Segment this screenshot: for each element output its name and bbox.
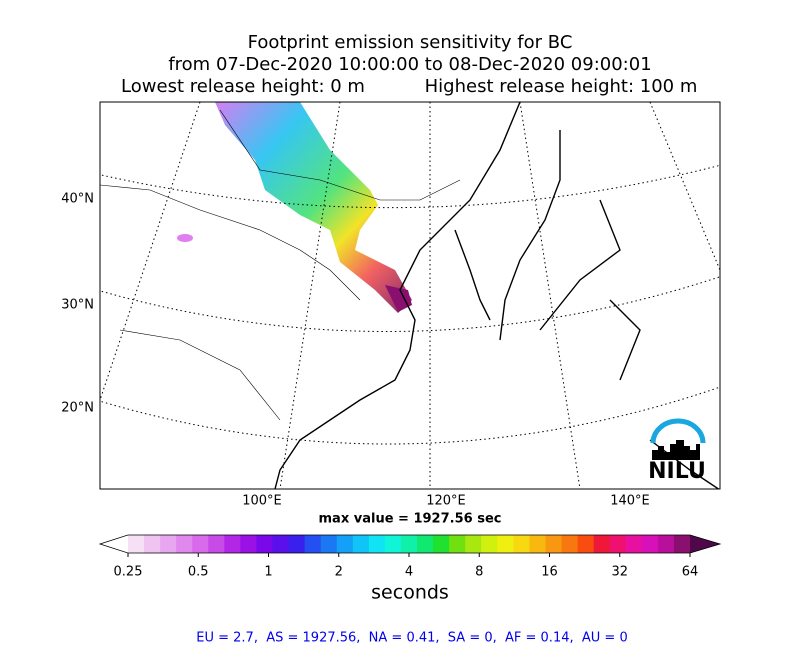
colorbar-swatch [208,535,225,553]
colorbar: 0.25 0.5 1 2 4 8 16 32 64 [98,534,722,580]
colorbar-tick-label: 0.5 [188,565,209,580]
logo-text: NILU [648,459,706,484]
colorbar-swatch [304,535,322,553]
colorbar-tick-label: 16 [541,565,558,580]
colorbar-tick-label: 4 [405,565,413,580]
meridian [100,102,201,401]
colorbar-swatch [417,535,434,553]
colorbar-tick-label: 1 [264,565,272,580]
colorbar-swatch [192,535,209,553]
logo-skyline [652,440,700,460]
map-frame [99,101,721,490]
colorbar-swatch [400,535,418,553]
meridian [519,102,581,489]
colorbar-tick-label: 32 [611,565,628,580]
colorbar-swatch [449,535,466,553]
colorbar-swatch [433,535,450,553]
colorbar-swatch [641,535,659,553]
parallel [100,164,720,209]
colorbar-swatch [577,535,595,553]
colorbar-tick-label: 8 [475,565,483,580]
footer: EU = 2.7, AS = 1927.56, NA = 0.41, SA = … [196,631,627,646]
colorbar-extend-high [690,535,720,553]
colorbar-swatch [593,535,611,553]
lat-label: 40°N [61,192,94,207]
colorbar-swatch [144,535,161,553]
coastline [274,102,720,489]
lon-label: 140°E [610,494,650,509]
plume [215,102,412,313]
max-value: max value = 1927.56 sec [319,512,502,527]
border [100,109,461,421]
highest-release: Highest release height: 100 m [425,76,698,97]
colorbar-swatch [657,535,675,553]
plume-core [385,285,412,312]
colorbar-swatch [497,535,514,553]
colorbar-swatch [240,535,257,553]
colorbar-swatch [529,535,546,553]
colorbar-swatch [160,535,177,553]
colorbar-swatch [272,535,290,553]
colorbar-swatch [561,535,579,553]
colorbar-swatch [481,535,498,553]
colorbar-swatch [673,535,691,553]
colorbar-tick-label: 64 [682,565,699,580]
colorbar-swatch [352,535,370,553]
colorbar-swatch [224,535,241,553]
colorbar-swatch [256,535,274,553]
lat-label: 30°N [61,298,94,313]
colorbar-swatch [465,535,482,553]
colorbar-label: seconds [371,582,449,604]
period: from 07-Dec-2020 10:00:00 to 08-Dec-2020… [168,54,651,75]
colorbar-swatch [336,535,354,553]
colorbar-swatch [288,535,306,553]
colorbar-swatch [320,535,338,553]
colorbar-swatch [545,535,563,553]
colorbar-extend-low [100,535,128,553]
parallel [100,386,720,445]
map [100,102,720,489]
colorbar-swatch [625,535,643,553]
lowest-release: Lowest release height: 0 m [121,76,365,97]
colorbar-swatch [513,535,530,553]
lat-label: 20°N [61,401,94,416]
plume-spot [177,234,193,242]
colorbar-swatch [128,535,145,553]
logo: NILU [648,418,706,484]
colorbar-tick-label: 0.25 [114,565,143,580]
lon-label: 120°E [426,494,466,509]
colorbar-swatch [384,535,402,553]
meridian [649,102,720,271]
lon-label: 100°E [242,494,282,509]
colorbar-swatch [176,535,193,553]
logo-arc [650,418,706,444]
colorbar-swatch [368,535,386,553]
colorbar-tick-label: 2 [335,565,343,580]
colorbar-swatch [609,535,627,553]
title: Footprint emission sensitivity for BC [248,32,573,53]
